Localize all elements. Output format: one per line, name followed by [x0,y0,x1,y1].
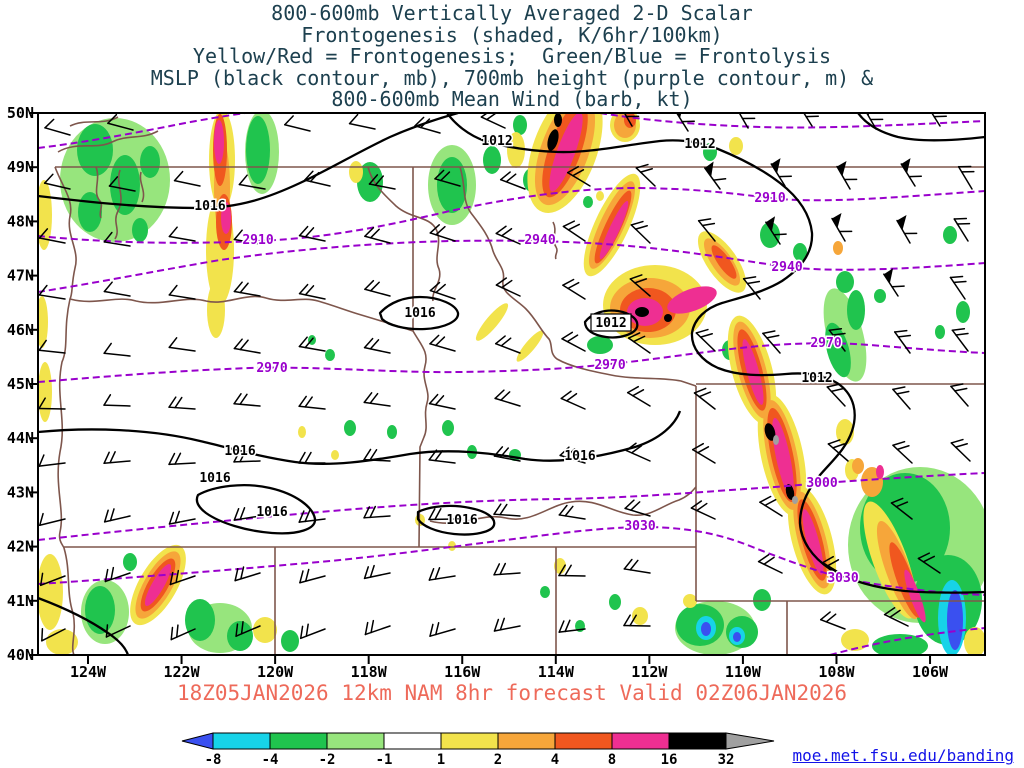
svg-text:122W: 122W [163,663,200,681]
svg-text:44N: 44N [7,429,34,447]
svg-text:118W: 118W [351,663,388,681]
lat-axis-labels: 50N 49N 48N 47N 46N 45N 44N 43N 42N 41N 40N [7,104,34,664]
svg-text:110W: 110W [725,663,762,681]
svg-text:-4: -4 [262,752,279,768]
svg-text:1012: 1012 [481,134,512,149]
svg-text:32: 32 [718,752,735,768]
mslp-contour-labels: 1016 1012 1012 1016 1012 1016 1016 1016 1016 1016… [193,133,834,530]
svg-text:116W: 116W [444,663,481,681]
svg-text:1016: 1016 [256,505,287,520]
svg-text:108W: 108W [818,663,855,681]
state-borders [54,116,985,655]
svg-text:2970: 2970 [256,361,287,376]
svg-text:2970: 2970 [594,358,625,373]
svg-text:43N: 43N [7,483,34,501]
title-line-1: 800-600mb Vertically Averaged 2-D Scalar [271,1,753,25]
svg-text:120W: 120W [257,663,294,681]
svg-text:46N: 46N [7,321,34,339]
svg-text:-8: -8 [205,752,222,768]
svg-text:1016: 1016 [194,199,225,214]
site-link[interactable]: moe.met.fsu.edu/banding [792,746,1014,765]
svg-text:1016: 1016 [199,471,230,486]
svg-text:1012: 1012 [684,137,715,152]
map-area: 1016 1012 1012 1016 1012 1016 1016 1016 1016 1016… [38,113,985,655]
svg-text:1016: 1016 [224,444,255,459]
lon-axis-labels: 124W 122W 120W 118W 116W 114W 112W 110W 108W 106W [70,663,949,681]
title-line-2: Frontogenesis (shaded, K/6hr/100km) [301,22,723,47]
title-line-3: Yellow/Red = Frontogenesis; Green/Blue =… [192,44,832,68]
svg-text:-1: -1 [376,752,393,768]
svg-text:106W: 106W [912,663,949,681]
height-contour-labels: 2910 2910 2940 2940 2970 2970 2970 3000 3030 3030 [241,190,860,588]
svg-text:114W: 114W [538,663,575,681]
svg-text:2940: 2940 [771,260,802,275]
svg-text:4: 4 [551,752,559,768]
axis-ticks [29,112,932,664]
title-line-4: MSLP (black contour, mb), 700mb height (… [150,65,874,90]
svg-text:2: 2 [494,752,502,768]
svg-text:124W: 124W [70,663,107,681]
svg-text:3030: 3030 [624,519,655,534]
svg-text:40N: 40N [7,646,34,664]
svg-text:3030: 3030 [827,571,858,586]
wind-barbs [38,113,975,642]
title-line-5: 800-600mb Mean Wind (barb, kt) [331,87,693,111]
svg-text:2910: 2910 [754,191,785,206]
svg-text:2970: 2970 [810,336,841,351]
svg-text:1016: 1016 [446,513,477,528]
svg-text:1012: 1012 [595,316,626,331]
svg-text:2940: 2940 [524,233,555,248]
svg-text:42N: 42N [7,538,34,556]
svg-text:47N: 47N [7,267,34,285]
svg-text:2910: 2910 [242,233,273,248]
svg-text:41N: 41N [7,592,34,610]
svg-text:1016: 1016 [404,306,435,321]
svg-text:-2: -2 [319,752,336,768]
frontogenesis-shading [38,113,985,655]
svg-text:50N: 50N [7,104,34,122]
svg-text:8: 8 [608,752,616,768]
svg-text:1: 1 [437,752,445,768]
svg-text:16: 16 [661,752,678,768]
chart-title: 800-600mb Vertically Averaged 2-D Scalar… [0,1,1024,111]
svg-text:1012: 1012 [801,371,832,386]
svg-text:45N: 45N [7,375,34,393]
mslp-contours [38,113,985,655]
svg-text:1016: 1016 [564,449,595,464]
svg-text:112W: 112W [631,663,668,681]
svg-text:48N: 48N [7,212,34,230]
colorbar: -8 -4 -2 -1 1 2 4 8 16 32 [181,732,775,768]
forecast-caption: 18Z05JAN2026 12km NAM 8hr forecast Valid… [176,681,848,705]
svg-text:3000: 3000 [806,476,837,491]
svg-text:49N: 49N [7,158,34,176]
